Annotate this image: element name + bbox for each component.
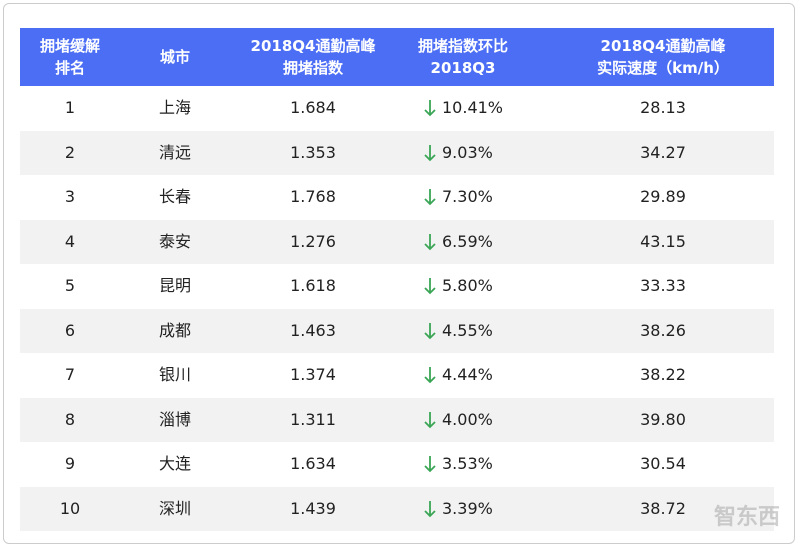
table-cell: 4.44% — [442, 365, 493, 384]
down-arrow — [424, 322, 436, 339]
table-cell: 28.13 — [640, 98, 686, 117]
header-line: 拥堵指数 — [282, 59, 343, 77]
table-row: 3 长春 1.768 7.30% 29.89 — [20, 175, 774, 220]
header-cell: 2018Q4通勤高峰 拥堵指数 — [251, 28, 376, 86]
table-cell: 39.80 — [640, 409, 686, 429]
header-line: 2018Q4通勤高峰 — [600, 37, 726, 55]
frame — [3, 3, 795, 544]
watermark: 智东西 — [713, 505, 780, 530]
table-cell: 9 — [64, 454, 76, 473]
header-cell: 拥堵缓解 排名 — [40, 28, 100, 86]
table-cell: 10.41% — [442, 98, 504, 117]
table-cell: 33.33 — [640, 276, 686, 295]
table-row: 8 淄博 1.311 4.00% 39.80 — [20, 397, 774, 442]
down-arrow — [424, 411, 436, 428]
down-arrow — [424, 233, 436, 250]
table-cell: 6 — [64, 320, 76, 340]
table-cell: 泰安 — [158, 231, 192, 251]
table-cell: 1.768 — [290, 187, 336, 206]
header-cell: 拥堵指数环比 2018Q3 — [418, 28, 508, 86]
table-cell: 6.59% — [442, 231, 493, 251]
table-cell: 38.72 — [640, 498, 686, 518]
table-cell: 1 — [64, 98, 76, 117]
table-cell: 8 — [64, 409, 76, 429]
table-cell: 1.684 — [290, 98, 336, 117]
header-line: 2018Q4通勤高峰 — [250, 37, 376, 55]
header-cell: 2018Q4通勤高峰 实际速度（km/h） — [597, 28, 729, 86]
table-cell: 4 — [64, 231, 76, 251]
table-cell: 清远 — [158, 142, 192, 162]
table-cell: 9.03% — [442, 142, 493, 162]
table-cell: 1.276 — [290, 231, 336, 251]
header-line: 城市 — [159, 48, 191, 66]
table-row: 2 清远 1.353 9.03% 34.27 — [20, 130, 774, 175]
table-cell: 1.353 — [290, 142, 336, 162]
header-cell: 城市 — [160, 28, 190, 86]
table-cell: 银川 — [158, 365, 192, 384]
table-cell: 34.27 — [640, 142, 686, 162]
down-arrow — [424, 189, 436, 206]
table-cell: 1.311 — [290, 409, 336, 429]
table-cell: 7.30% — [442, 187, 493, 206]
table-cell: 38.22 — [640, 365, 686, 384]
table-row: 5 昆明 1.618 5.80% 33.33 — [20, 264, 774, 309]
down-arrow — [424, 456, 436, 473]
table-cell: 10 — [59, 498, 81, 518]
table-cell: 3 — [64, 187, 76, 206]
table-cell: 38.26 — [640, 320, 686, 340]
header-line: 拥堵指数环比 — [417, 37, 509, 55]
down-arrow — [424, 100, 436, 117]
table-row: 10 深圳 1.439 3.39% 38.72 — [20, 486, 774, 531]
down-arrow — [424, 278, 436, 295]
table-cell: 1.439 — [290, 498, 336, 518]
table-cell: 7 — [64, 365, 76, 384]
header-line: 排名 — [54, 59, 86, 77]
table-cell: 大连 — [158, 454, 192, 473]
header-line: 拥堵缓解 — [39, 37, 101, 55]
header-row: 拥堵缓解 排名 城市 2018Q4通勤高峰 拥堵指数 拥堵指数环比 2018Q3 2018Q4… — [20, 28, 774, 86]
table-cell: 1.463 — [290, 320, 336, 340]
table-cell: 淄博 — [158, 409, 192, 429]
down-arrow — [424, 367, 436, 384]
table-cell: 5 — [64, 276, 76, 295]
table-row: 9 大连 1.634 3.53% 30.54 — [20, 442, 774, 487]
table-cell: 5.80% — [442, 276, 493, 295]
table-cell: 长春 — [158, 187, 192, 206]
table-cell: 1.634 — [290, 454, 336, 473]
table-cell: 昆明 — [158, 276, 192, 295]
table-cell: 4.55% — [442, 320, 493, 340]
table-cell: 2 — [64, 142, 76, 162]
table-cell: 3.39% — [442, 498, 493, 518]
table-cell: 30.54 — [640, 454, 686, 473]
down-arrow — [424, 500, 436, 517]
table-cell: 1.374 — [290, 365, 336, 384]
table-row: 6 成都 1.463 4.55% 38.26 — [20, 308, 774, 353]
table-cell: 成都 — [158, 320, 192, 340]
header-line: 2018Q3 — [430, 59, 496, 77]
table-cell: 29.89 — [640, 187, 686, 206]
header-line: 实际速度（km/h） — [597, 59, 729, 77]
table-cell: 4.00% — [442, 409, 493, 429]
table-cell: 43.15 — [640, 231, 686, 251]
table-row: 4 泰安 1.276 6.59% 43.15 — [20, 219, 774, 264]
table-cell: 3.53% — [442, 454, 493, 473]
table-cell: 上海 — [158, 98, 192, 117]
table-cell: 1.618 — [290, 276, 336, 295]
table-row: 1 上海 1.684 10.41% 28.13 — [20, 86, 774, 131]
table-row: 7 银川 1.374 4.44% 38.22 — [20, 353, 774, 398]
table-cell: 深圳 — [158, 498, 192, 518]
down-arrow — [424, 144, 436, 161]
